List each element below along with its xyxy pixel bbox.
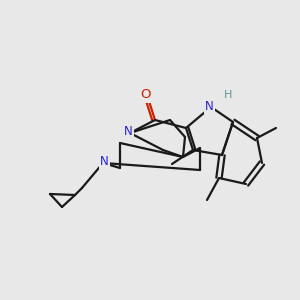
Text: N: N: [100, 155, 109, 168]
Text: H: H: [224, 89, 232, 100]
Text: N: N: [124, 125, 133, 138]
Text: N: N: [205, 100, 214, 113]
Text: O: O: [140, 88, 150, 101]
